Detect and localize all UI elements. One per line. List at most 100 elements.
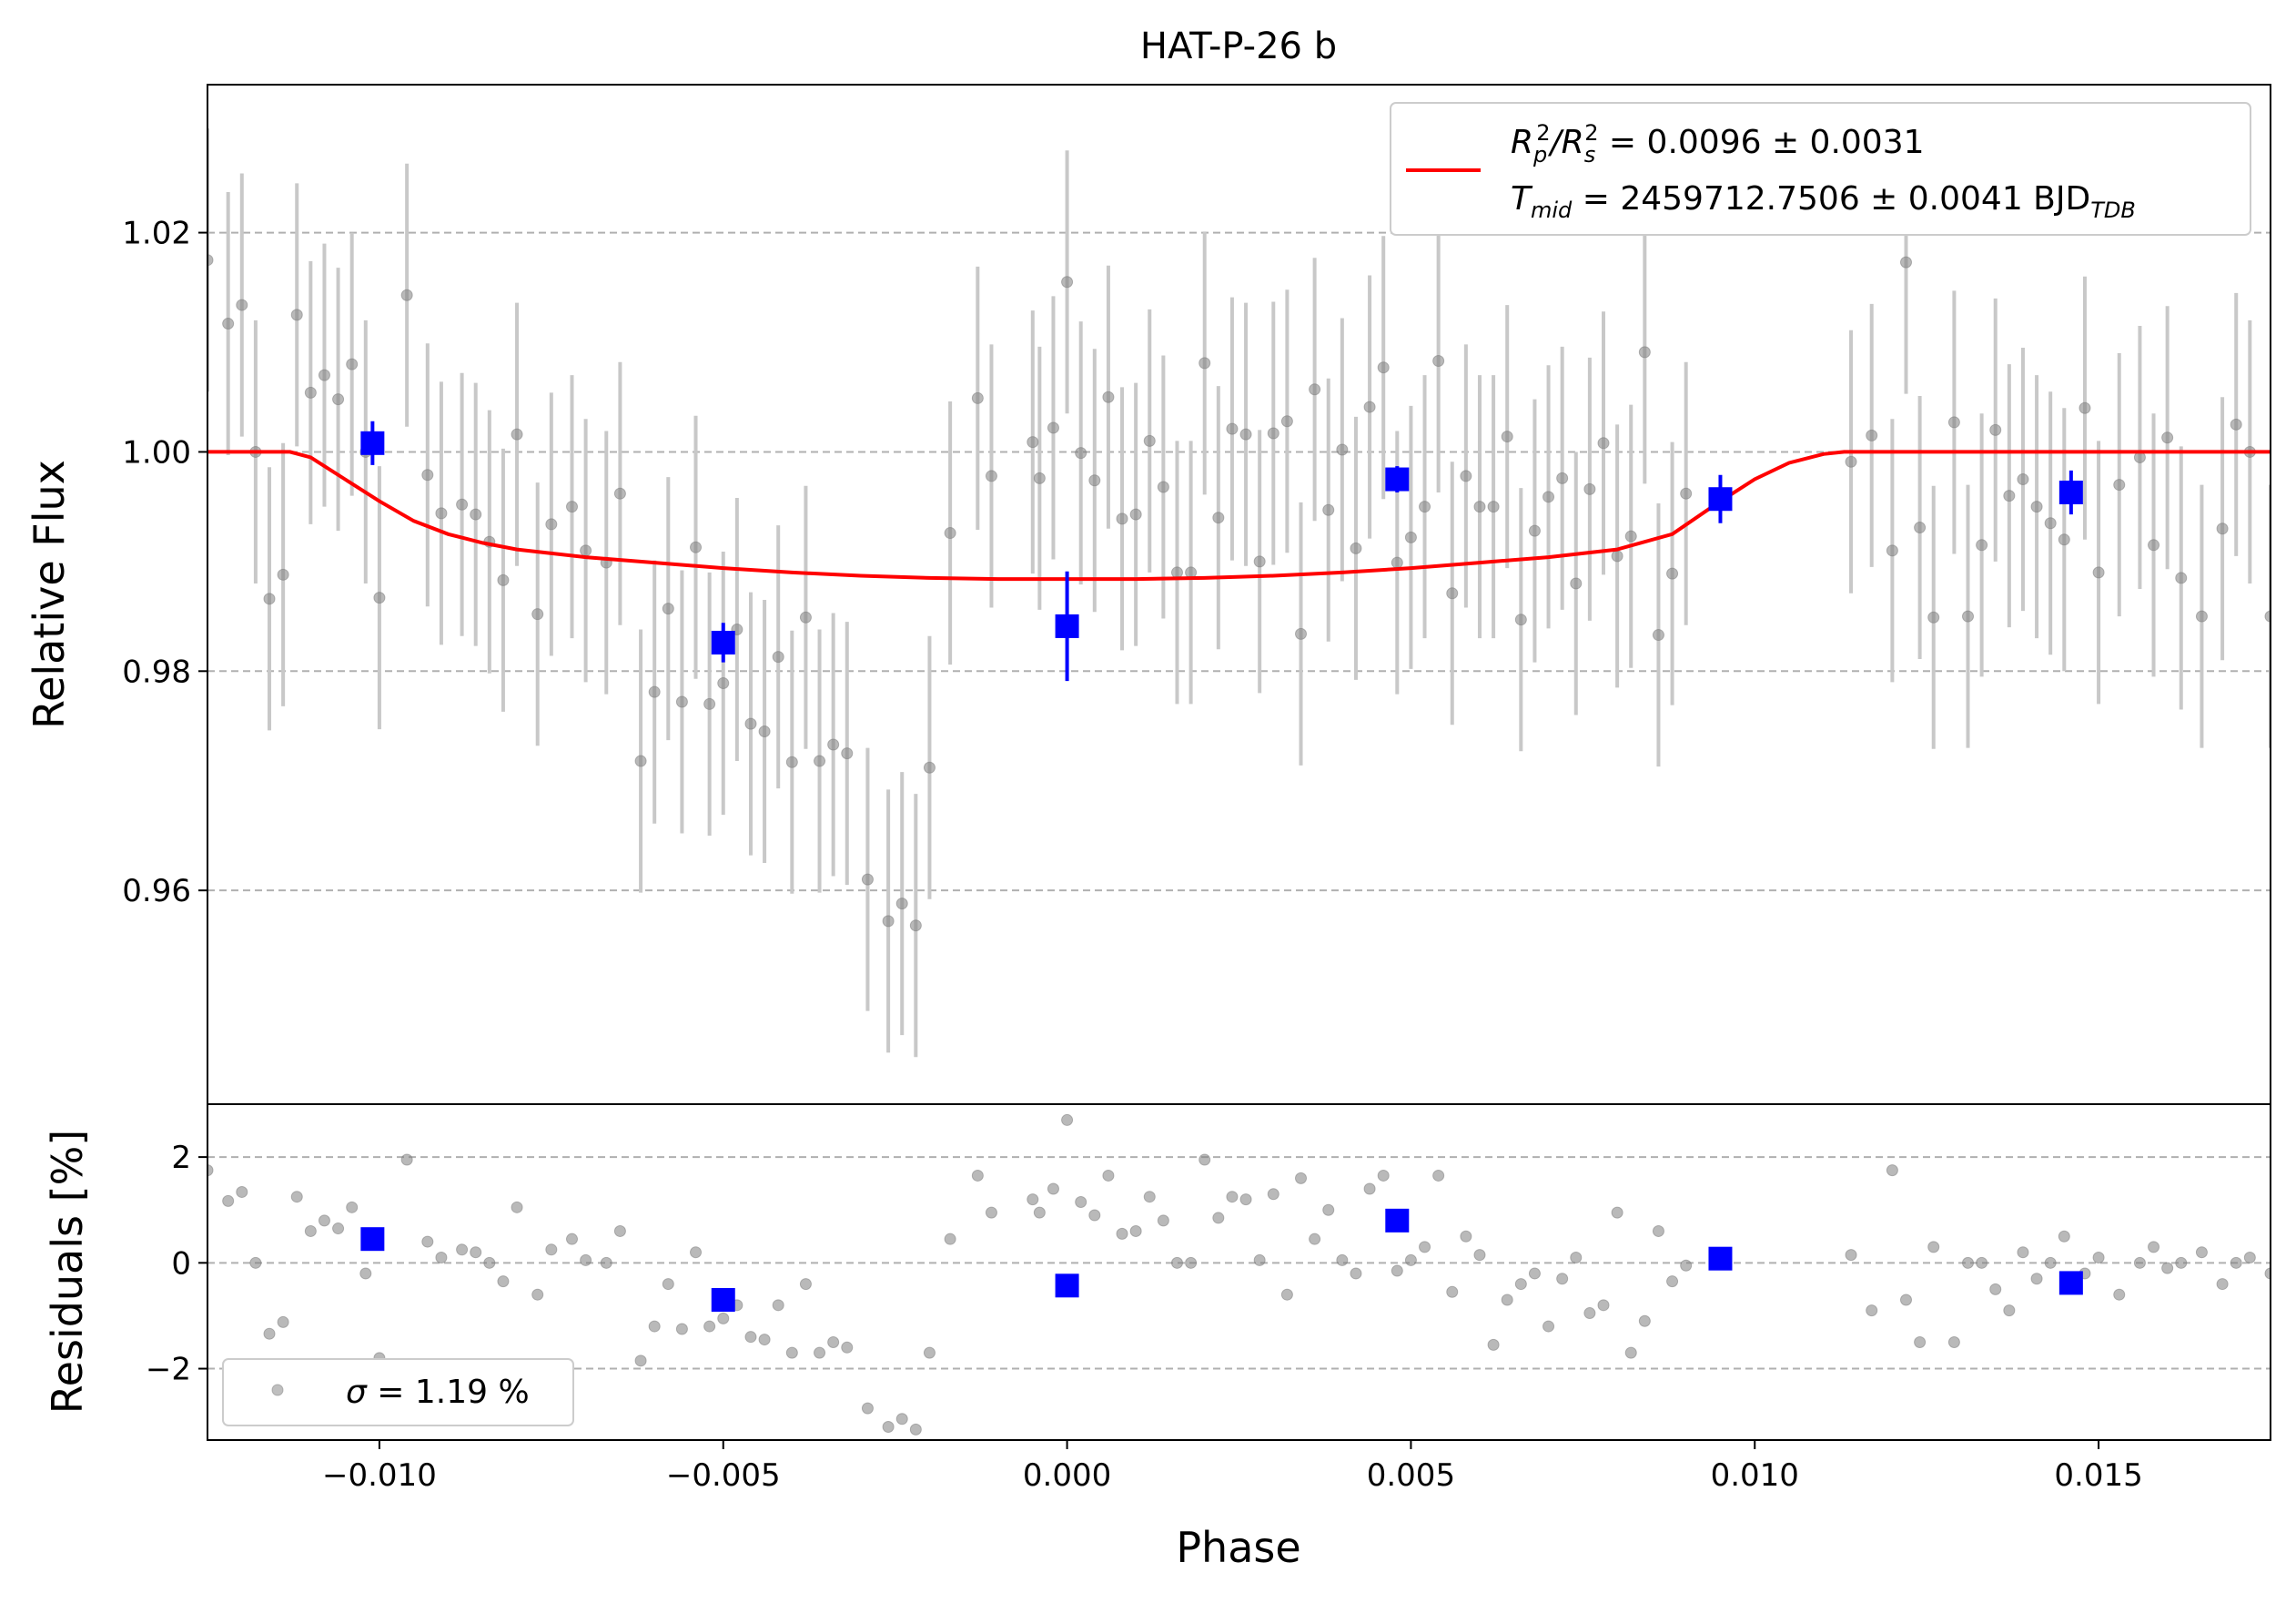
flux-point [1199,357,1211,370]
flux-point [703,697,716,710]
flux-point [744,717,757,730]
residual-point [1226,1191,1239,1203]
flux-point [2113,479,2126,492]
residual-point [545,1243,558,1256]
residual-point [1047,1182,1059,1195]
residual-point [2092,1252,2105,1264]
x-tick-label: −0.010 [322,1457,437,1494]
residual-point [318,1214,330,1227]
flux-point [1866,429,1878,441]
residual-binned-point [1708,1246,1733,1271]
flux-point [1680,487,1693,500]
binned-points [360,421,2083,682]
main-y-tick-label: 1.00 [122,434,191,471]
residual-point [580,1253,592,1266]
chart-title: HAT-P-26 b [1140,25,1337,67]
flux-point [1075,447,1087,460]
residual-point [1914,1335,1927,1348]
residual-point [1570,1252,1583,1264]
flux-point [1350,542,1362,554]
residual-point [1391,1264,1403,1277]
flux-point [1528,524,1541,537]
flux-point [758,725,771,738]
residual-point [2003,1304,2016,1317]
residual-point [359,1267,372,1280]
residual-point [1886,1164,1898,1177]
flux-point [2003,490,2016,502]
residual-point [1419,1241,1431,1253]
flux-point [1212,512,1225,524]
residual-point [249,1256,262,1269]
flux-point [400,289,413,301]
main-y-tick-label: 0.96 [122,873,191,909]
flux-point [1473,501,1486,513]
residual-point [435,1252,448,1264]
residual-point [1129,1224,1142,1237]
flux-point [675,695,688,708]
residual-point [483,1256,496,1269]
residual-point [1088,1209,1101,1222]
residual-point [814,1346,826,1359]
x-tick-label: −0.005 [666,1457,781,1494]
residual-point [758,1334,771,1346]
residual-point [236,1185,248,1198]
flux-point [1976,539,1988,552]
flux-point [1460,470,1472,482]
flux-point [580,544,592,557]
residual-point [985,1206,997,1219]
residual-panel-frame [207,1103,2271,1441]
flux-point [1033,472,1046,484]
main-legend-box [1390,102,2251,236]
flux-point [1143,434,1156,447]
main-points [207,254,2271,932]
main-errorbars [207,128,2271,1058]
residual-point [1501,1294,1513,1306]
flux-point [1845,455,1857,468]
flux-point [1157,481,1169,493]
residual-point [304,1224,317,1237]
residual-point [511,1201,523,1213]
flux-point [1886,544,1898,557]
flux-point [304,386,317,399]
residual-point [2195,1246,2208,1259]
residual-point [2230,1256,2242,1269]
residual-point [634,1354,647,1367]
residual-legend-box [222,1358,574,1426]
residual-point [1460,1230,1472,1243]
residual-binned-point [1055,1273,1079,1298]
flux-point [1583,482,1596,495]
flux-point [290,309,303,321]
flux-point [1514,614,1527,626]
flux-point [1267,427,1279,440]
main-legend: Rp2/Rs2 = 0.0096 ± 0.0031 Tmid = 2459712… [1390,102,2251,236]
residual-binned-point [1385,1208,1410,1233]
residual-point [1556,1273,1569,1285]
residual-point [1199,1153,1211,1166]
flux-point [2044,517,2057,530]
residual-point [2017,1246,2029,1259]
flux-point [985,470,997,482]
main-y-axis-label: Relative Flux [25,460,74,729]
main-y-ticks: 0.96 0.98 1.00 1.02 [122,216,207,909]
residual-point [1899,1294,1912,1306]
flux-point [1226,422,1239,435]
residual-legend: σ = 1.19 % [222,1358,574,1426]
flux-point [909,919,922,932]
main-y-tick-label: 0.98 [122,654,191,690]
residual-point [1253,1253,1266,1266]
residual-point [1377,1169,1390,1182]
residual-point [566,1233,579,1245]
flux-point [531,608,544,621]
legend-label-sigma: σ = 1.19 % [346,1374,530,1411]
residual-y-tick-label: 0 [171,1245,191,1282]
residual-y-tick-label: −2 [146,1352,191,1388]
binned-point [1055,614,1079,638]
residual-point [1845,1249,1857,1262]
residual-point [827,1335,840,1348]
x-axis-label: Phase [1176,1523,1300,1572]
flux-point [346,358,359,370]
binned-point [360,431,385,455]
residual-point [785,1346,798,1359]
flux-point [1116,512,1128,525]
